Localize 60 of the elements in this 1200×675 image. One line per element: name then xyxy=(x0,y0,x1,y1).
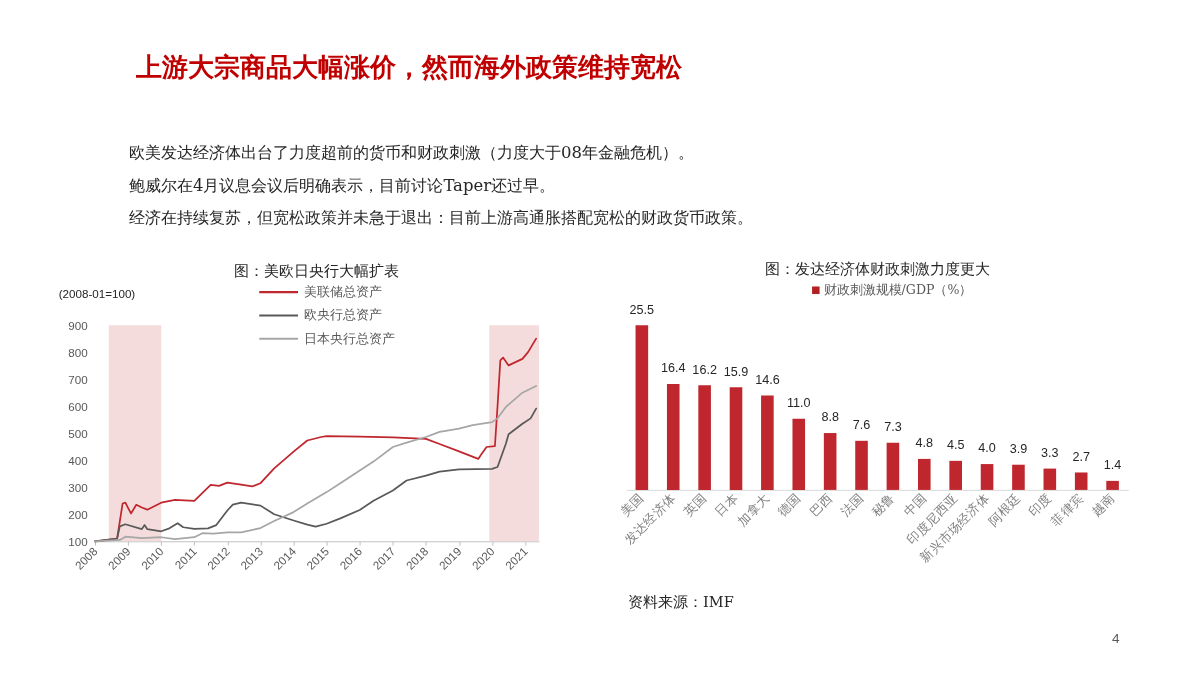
data-label: 7.6 xyxy=(852,418,871,433)
bar xyxy=(761,395,774,490)
chart-title: 图：美欧日央行大幅扩表 xyxy=(234,262,400,279)
bar xyxy=(1043,468,1057,490)
legend-label: 美联储总资产 xyxy=(303,284,382,300)
y-axis-title: (2008-01=100) xyxy=(58,287,136,301)
data-label: 2.7 xyxy=(1072,449,1090,464)
data-label: 4.0 xyxy=(978,441,996,456)
y-tick-label: 700 xyxy=(68,372,89,386)
bar xyxy=(980,464,994,490)
bar xyxy=(949,460,962,490)
legend-label: 财政刺激规模/GDP（%） xyxy=(823,282,973,298)
legend-label: 日本央行总资产 xyxy=(303,330,395,346)
x-tick-label: 巴西 xyxy=(806,490,836,520)
bar xyxy=(823,433,837,490)
bar xyxy=(666,383,680,490)
y-tick-label: 500 xyxy=(68,426,89,440)
data-label: 15.9 xyxy=(723,364,749,379)
y-tick-label: 400 xyxy=(68,453,89,467)
data-label: 16.4 xyxy=(660,361,686,376)
bar xyxy=(1074,472,1088,490)
data-label: 1.4 xyxy=(1103,458,1122,473)
y-tick-label: 800 xyxy=(68,345,89,359)
data-label: 4.5 xyxy=(946,438,965,453)
data-label: 8.8 xyxy=(821,410,839,425)
data-label: 25.5 xyxy=(629,302,655,317)
bar xyxy=(917,458,931,490)
legend-label: 欧央行总资产 xyxy=(303,307,382,323)
data-label: 3.3 xyxy=(1041,445,1059,460)
bar xyxy=(729,387,743,490)
text: 欧美发达经济体出台了力度超前的货币和财政刺激（力度大于08年金融危机）。 xyxy=(128,143,694,163)
x-tick-label: 英国 xyxy=(680,490,710,520)
y-tick-label: 900 xyxy=(68,318,89,332)
x-tick-label: 秘鲁 xyxy=(868,490,898,520)
data-label: 14.6 xyxy=(755,372,780,387)
bar xyxy=(855,440,868,490)
bar xyxy=(1012,464,1025,490)
text: 4 xyxy=(1111,631,1120,647)
data-label: 16.2 xyxy=(692,362,717,377)
bar xyxy=(698,385,711,490)
text: 资料来源：IMF xyxy=(628,594,734,611)
y-tick-label: 300 xyxy=(68,480,89,494)
bar xyxy=(1106,480,1119,490)
data-label: 3.9 xyxy=(1009,442,1028,457)
text: 上游大宗商品大幅涨价，然而海外政策维持宽松 xyxy=(134,52,683,83)
text: 鲍威尔在4月议息会议后明确表示，目前讨论Taper还过早。 xyxy=(128,175,556,195)
x-tick-label: 越南 xyxy=(1088,490,1118,520)
x-tick-label: 法国 xyxy=(837,490,867,520)
text: 经济在持续复苏，但宽松政策并未急于退出：目前上游高通胀搭配宽松的财政货币政策。 xyxy=(128,208,753,228)
chart-title: 图：发达经济体财政刺激力度更大 xyxy=(764,260,990,277)
x-tick-label: 德国 xyxy=(774,490,804,520)
bar xyxy=(635,325,649,490)
bar xyxy=(792,418,806,490)
y-tick-label: 100 xyxy=(68,534,89,548)
data-label: 7.3 xyxy=(884,420,902,435)
bar xyxy=(886,442,900,490)
y-tick-label: 600 xyxy=(68,399,89,413)
data-label: 11.0 xyxy=(786,396,811,411)
y-tick-label: 200 xyxy=(68,507,89,521)
data-label: 4.8 xyxy=(915,436,934,451)
